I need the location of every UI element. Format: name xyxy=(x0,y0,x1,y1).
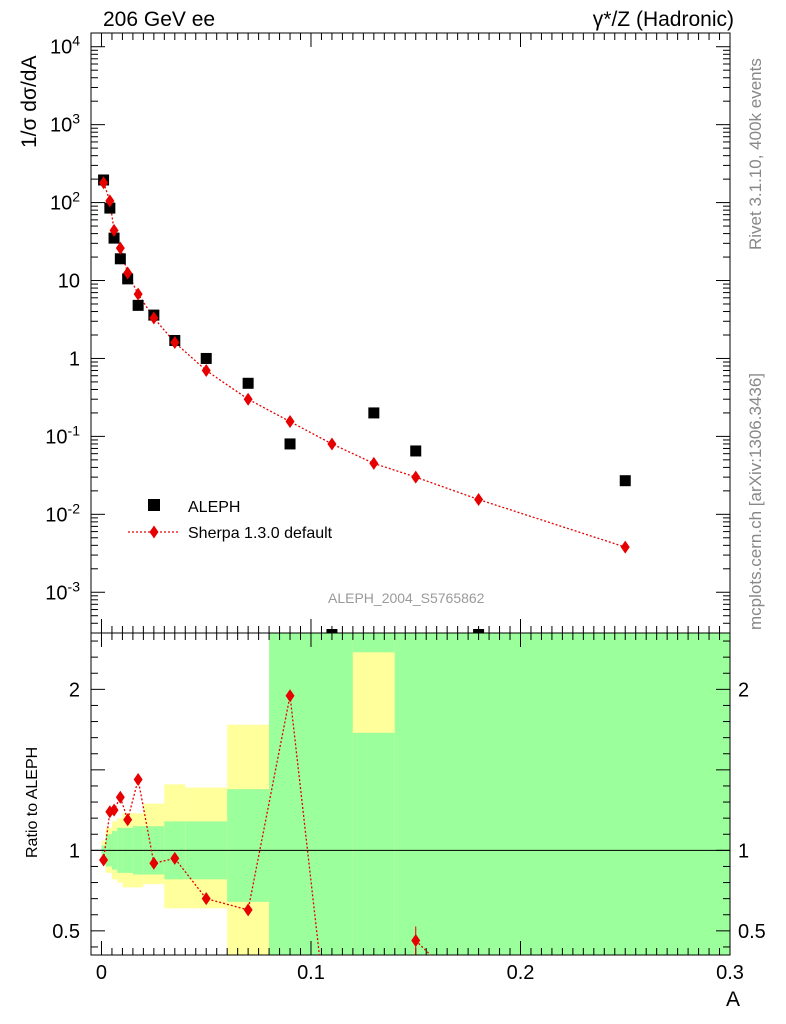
mc-point xyxy=(201,364,211,378)
legend-mc-marker xyxy=(149,525,159,539)
ratio-mc-point xyxy=(133,773,143,787)
mc-point xyxy=(109,223,119,237)
ratio-mc-point xyxy=(170,851,180,865)
watermark-analysis-id: ALEPH_2004_S5765862 xyxy=(328,590,485,606)
ratio-y-tick-label-left: 1 xyxy=(69,840,80,862)
header-right-title: γ*/Z (Hadronic) xyxy=(592,8,734,31)
mc-point xyxy=(133,287,143,301)
mc-point xyxy=(123,266,133,280)
band-inner-10 xyxy=(269,633,353,955)
band-hole-11 xyxy=(352,652,395,733)
ratio-plot-frame xyxy=(90,632,731,956)
data-point-clipped xyxy=(326,629,338,633)
ratio-axis-ticks xyxy=(91,633,731,955)
data-point xyxy=(132,299,144,311)
x-tick-label: 0 xyxy=(96,962,107,984)
ratio-uncertainty-bands xyxy=(101,633,730,955)
legend-data-marker xyxy=(148,499,160,511)
data-point xyxy=(284,438,296,450)
mc-point xyxy=(105,194,115,208)
band-inner-12 xyxy=(394,633,730,955)
main-plot-frame xyxy=(90,32,731,634)
data-point xyxy=(619,475,631,487)
mc-point xyxy=(285,415,295,429)
data-point xyxy=(242,377,254,389)
mc-point xyxy=(243,392,253,406)
ratio-mc-point xyxy=(201,892,211,906)
side-label-rivet: Rivet 3.1.10, 400k events xyxy=(746,58,765,250)
mc-point xyxy=(115,241,125,255)
ratio-mc-point xyxy=(285,689,295,703)
main-y-tick-label: 1 xyxy=(69,348,80,370)
mc-point xyxy=(149,311,159,325)
mc-point xyxy=(327,437,337,451)
main-y-tick-label: 10-1 xyxy=(45,422,80,448)
data-point-clipped xyxy=(473,629,485,633)
ratio-y-tick-label-right: 0.5 xyxy=(738,921,766,943)
ratio-y-axis-label: Ratio to ALEPH xyxy=(24,746,41,858)
ratio-mc-line-tail xyxy=(415,940,431,956)
ratio-mc-point xyxy=(243,903,253,917)
ratio-series-layer xyxy=(99,689,431,956)
main-y-tick-label: 103 xyxy=(50,111,80,137)
main-y-tick-label: 10 xyxy=(58,271,80,293)
main-y-tick-label: 10-2 xyxy=(45,500,80,526)
ratio-y-tick-label-right: 2 xyxy=(738,679,749,701)
x-tick-label: 0.1 xyxy=(297,962,325,984)
main-y-tick-label: 104 xyxy=(50,33,80,59)
ratio-mc-point xyxy=(123,813,133,827)
band-inner-9 xyxy=(227,789,270,902)
ratio-mc-point xyxy=(149,856,159,870)
data-point xyxy=(200,352,212,364)
mc-point xyxy=(170,336,180,350)
data-point xyxy=(108,232,120,244)
ratio-y-tick-label-left: 0.5 xyxy=(52,921,80,943)
main-y-tick-label: 10-3 xyxy=(45,578,80,604)
ratio-mc-point xyxy=(411,934,421,948)
x-tick-label: 0.2 xyxy=(507,962,535,984)
mc-point xyxy=(411,470,421,484)
side-label-site: mcplots.cern.ch [arXiv:1306.3436] xyxy=(746,372,765,630)
mc-point xyxy=(620,540,630,554)
main-y-tick-label: 102 xyxy=(50,189,80,215)
data-point xyxy=(410,445,422,457)
ratio-y-tick-label-right: 1 xyxy=(738,840,749,862)
main-y-axis-label: 1/σ dσ/dA xyxy=(18,55,41,148)
legend-mc-label: Sherpa 1.3.0 default xyxy=(188,525,333,542)
ratio-mc-point xyxy=(115,790,125,804)
x-axis-label: A xyxy=(725,988,740,1011)
ratio-mc-point xyxy=(109,803,119,817)
x-tick-label: 0.3 xyxy=(716,962,744,984)
legend-data-label: ALEPH xyxy=(188,499,240,516)
legend: ALEPH Sherpa 1.3.0 default xyxy=(128,499,333,542)
main-axis-ticks xyxy=(91,33,731,634)
ratio-mc-point xyxy=(99,853,109,867)
tick-labels: 0 0.1 0.2 0.3 10-3 10-2 10-1 1 10 102 103 104 0.5 0.5… xyxy=(45,33,766,984)
mc-point xyxy=(99,176,109,190)
header-left-title: 206 GeV ee xyxy=(103,8,216,31)
data-point xyxy=(104,202,116,214)
mc-line xyxy=(102,182,626,548)
main-series-layer xyxy=(98,174,631,633)
data-point xyxy=(114,253,126,265)
data-point xyxy=(368,407,380,419)
mc-point xyxy=(474,492,484,506)
mc-point xyxy=(369,456,379,470)
ratio-y-tick-label-left: 2 xyxy=(69,679,80,701)
plot-frames xyxy=(90,32,731,956)
